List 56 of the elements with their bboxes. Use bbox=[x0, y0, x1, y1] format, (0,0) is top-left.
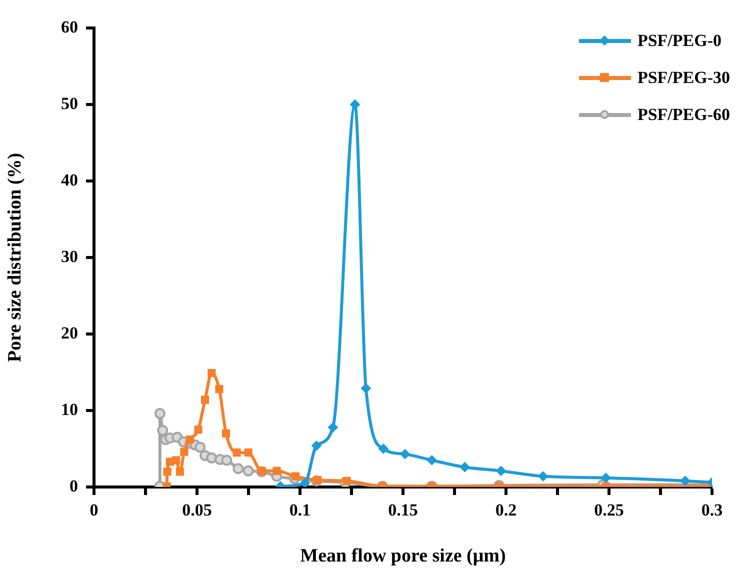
point bbox=[194, 442, 206, 453]
legend-label: PSF/PEG-30 bbox=[637, 68, 730, 88]
point bbox=[208, 368, 216, 378]
x-tick-label: 0.15 bbox=[388, 500, 418, 520]
point bbox=[163, 468, 172, 476]
x-tick-label: 0.05 bbox=[182, 500, 212, 520]
legend-label: PSF/PEG-60 bbox=[637, 104, 730, 124]
point bbox=[232, 448, 241, 457]
y-tick-label: 30 bbox=[61, 246, 78, 266]
point bbox=[157, 424, 168, 436]
point bbox=[400, 449, 410, 460]
point bbox=[176, 468, 184, 476]
y-axis-title: Pore size distribution (%) bbox=[4, 152, 26, 362]
y-tick-label: 0 bbox=[70, 476, 78, 496]
point bbox=[194, 426, 202, 434]
point bbox=[496, 466, 506, 476]
point bbox=[180, 448, 188, 456]
point bbox=[291, 472, 300, 480]
point bbox=[360, 383, 371, 394]
x-tick-label: 0.1 bbox=[289, 500, 311, 520]
point bbox=[244, 448, 252, 457]
x-axis-title: Mean flow pore size (μm) bbox=[300, 546, 506, 567]
point bbox=[186, 436, 194, 444]
point bbox=[460, 462, 470, 472]
y-tick-label: 10 bbox=[61, 400, 78, 419]
point bbox=[232, 463, 244, 474]
y-tick-label: 40 bbox=[61, 170, 78, 190]
point bbox=[600, 472, 611, 483]
y-tick-label: 20 bbox=[61, 323, 78, 342]
point bbox=[221, 454, 232, 466]
x-tick-label: 0.25 bbox=[594, 500, 624, 520]
point bbox=[314, 476, 322, 484]
point bbox=[680, 476, 690, 486]
point bbox=[426, 455, 437, 466]
legend-label: PSF/PEG-0 bbox=[637, 30, 722, 50]
point bbox=[378, 444, 388, 454]
point bbox=[201, 396, 210, 404]
point bbox=[350, 100, 360, 110]
point bbox=[311, 440, 322, 451]
point bbox=[272, 466, 281, 475]
point bbox=[258, 466, 266, 475]
y-tick-label: 50 bbox=[61, 94, 78, 113]
point bbox=[215, 385, 224, 394]
point bbox=[206, 452, 218, 464]
point bbox=[328, 422, 338, 432]
point bbox=[342, 476, 351, 485]
point bbox=[172, 456, 180, 464]
point bbox=[300, 478, 310, 487]
x-tick-label: 0 bbox=[90, 500, 98, 520]
x-tick-label: 0.2 bbox=[495, 500, 517, 520]
point bbox=[538, 471, 548, 482]
point bbox=[222, 429, 230, 438]
point bbox=[154, 408, 166, 420]
y-tick-label: 60 bbox=[61, 17, 78, 36]
x-tick-label: 0.3 bbox=[701, 500, 723, 520]
point bbox=[242, 465, 254, 476]
